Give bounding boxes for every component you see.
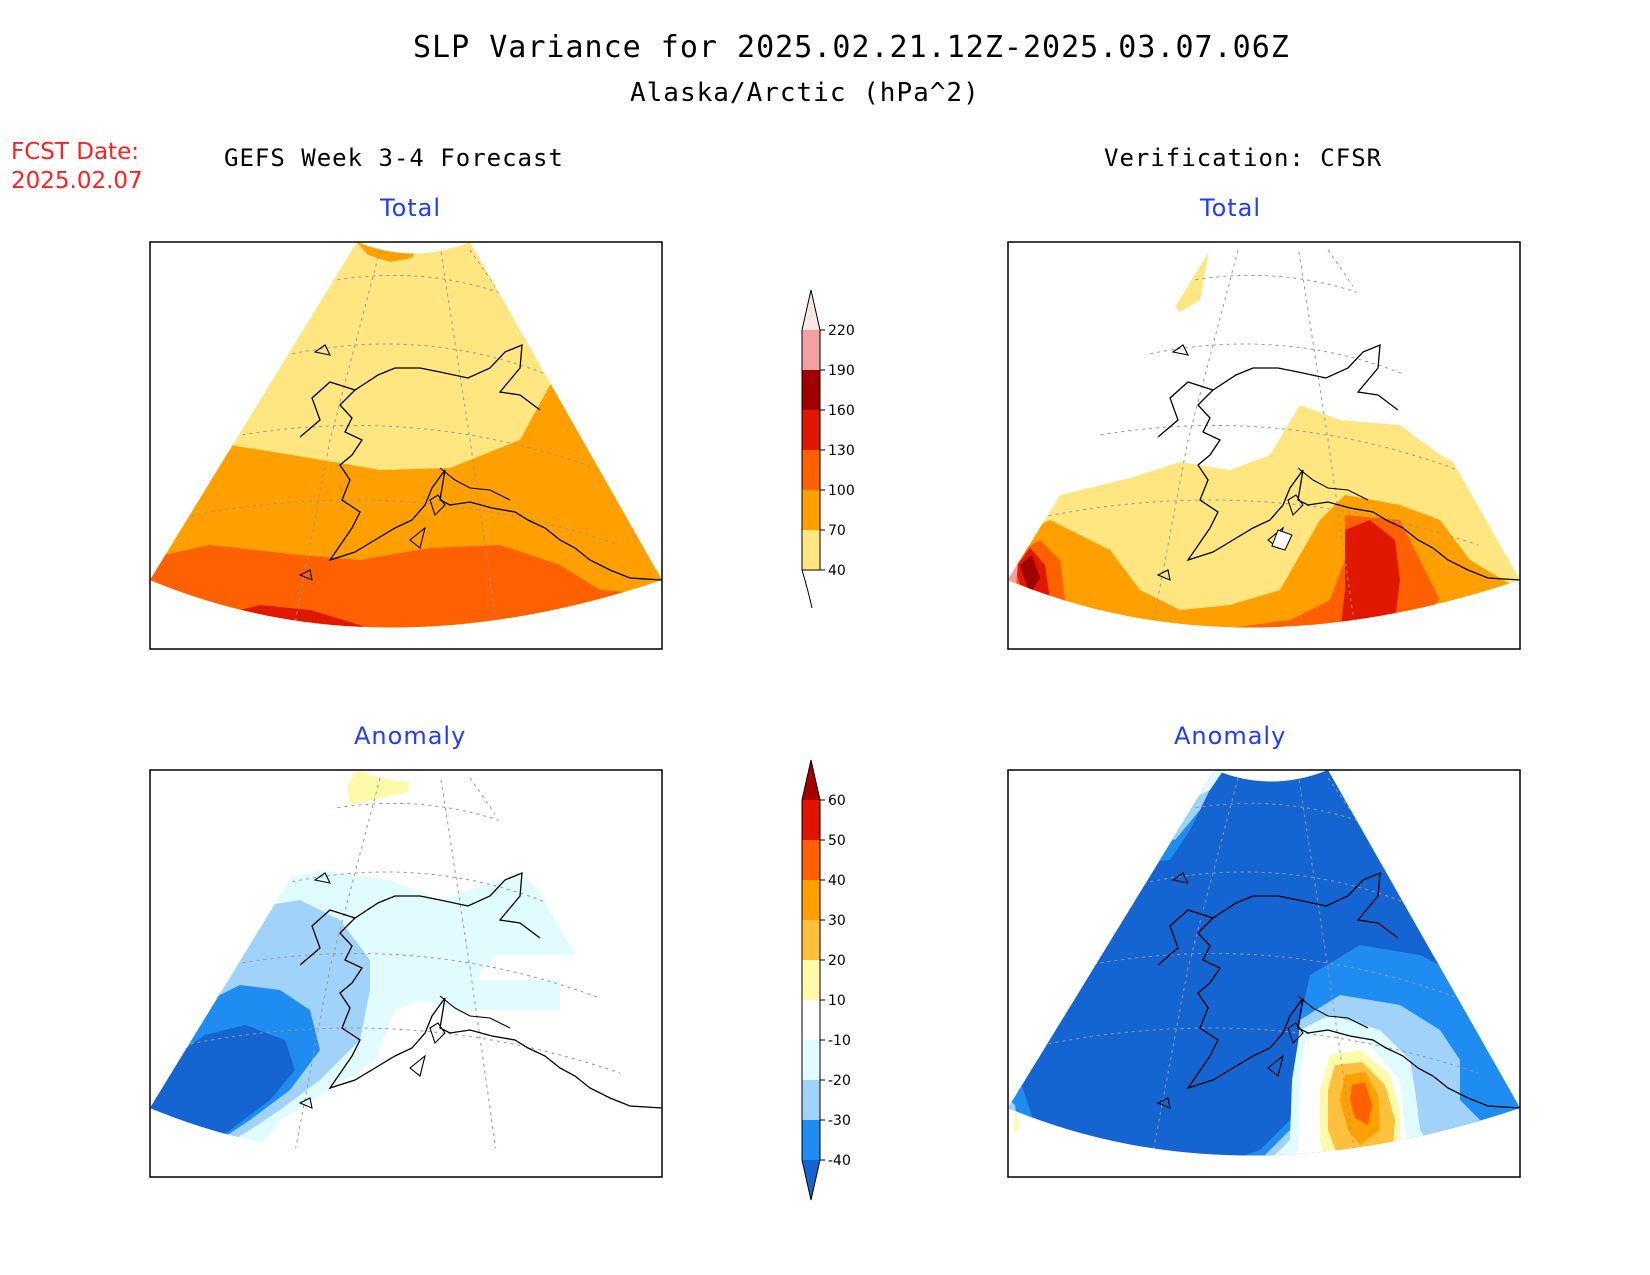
anomaly-colorbar: -40 -30 -20 -10 10 20 30 40 50 60 [801,759,851,1201]
anomaly-colorbar-label-9: 60 [828,793,846,809]
fcst-date-label: FCST Date: [11,139,139,165]
anomaly-colorbar-label-4: 10 [828,993,846,1009]
total-colorbar-label-4: 160 [828,403,855,419]
anomaly-colorbar-top-triangle [802,760,820,800]
total-colorbar-box-3 [802,410,820,450]
anomaly-colorbar-box-7 [802,840,820,880]
anomaly-colorbar-box-2 [802,1040,820,1080]
verification-anomaly-map [1007,769,1521,1178]
anomaly-colorbar-label-2: -20 [828,1073,851,1089]
total-colorbar-label-3: 130 [828,443,855,459]
total-colorbar-label-6: 220 [828,323,855,339]
chart-title: SLP Variance for 2025.02.21.12Z-2025.03.… [413,30,1290,65]
total-colorbar-box-2 [802,450,820,490]
anomaly-colorbar-box-1 [802,1080,820,1120]
anomaly-colorbar-label-6: 30 [828,913,846,929]
total-colorbar-box-1 [802,490,820,530]
verification-column-title: Verification: CFSR [1104,144,1383,172]
forecast-total-label: Total [380,194,442,222]
anomaly-colorbar-box-4 [802,960,820,1000]
anomaly-colorbar-box-6 [802,880,820,920]
verification-total-map [1007,241,1521,650]
total-colorbar-box-0 [802,530,820,570]
chart-subtitle: Alaska/Arctic (hPa^2) [630,78,980,108]
anomaly-colorbar-box-8 [802,800,820,840]
anomaly-colorbar-label-0: -40 [828,1153,851,1169]
fcst-date-value: 2025.02.07 [11,168,143,194]
verification-total-label: Total [1200,194,1262,222]
anomaly-colorbar-box-5 [802,920,820,960]
anomaly-colorbar-label-1: -30 [828,1113,851,1129]
anomaly-colorbar-label-8: 50 [828,833,846,849]
forecast-total-map [149,241,663,650]
total-colorbar-box-5 [802,330,820,370]
anomaly-colorbar-label-3: -10 [828,1033,851,1049]
total-colorbar: 40 70 100 130 160 190 220 [801,289,855,609]
total-colorbar-top-triangle [802,290,820,330]
total-colorbar-label-0: 40 [828,563,846,579]
forecast-anomaly-label: Anomaly [354,722,467,750]
total-colorbar-label-1: 70 [828,523,846,539]
anomaly-colorbar-box-3 [802,1000,820,1040]
anomaly-colorbar-label-5: 20 [828,953,846,969]
forecast-anomaly-map [149,769,663,1178]
verification-anomaly-label: Anomaly [1174,722,1287,750]
anomaly-colorbar-label-7: 40 [828,873,846,889]
total-colorbar-label-5: 190 [828,363,855,379]
anomaly-colorbar-bottom-triangle [802,1160,820,1200]
total-colorbar-outline [801,289,821,571]
anomaly-colorbar-box-0 [802,1120,820,1160]
total-colorbar-box-4 [802,370,820,410]
forecast-column-title: GEFS Week 3-4 Forecast [224,144,564,172]
total-colorbar-label-2: 100 [828,483,855,499]
total-colorbar-bottom-tail [801,569,813,609]
